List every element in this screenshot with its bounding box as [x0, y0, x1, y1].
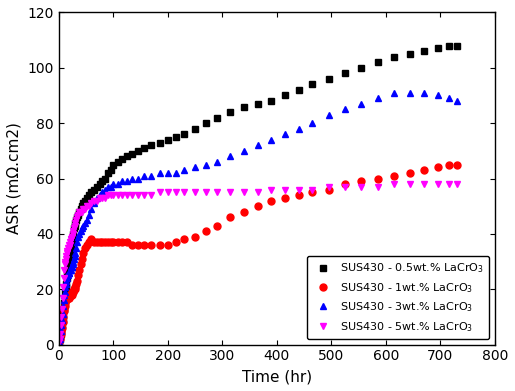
Line: SUS430 - 3wt.% LaCrO$_3$: SUS430 - 3wt.% LaCrO$_3$ [56, 89, 460, 345]
SUS430 - 5wt.% LaCrO$_3$ [454, 182, 460, 187]
SUS430 - 3wt.% LaCrO$_3$ [391, 90, 397, 95]
SUS430 - 5wt.% LaCrO$_3$ [108, 193, 114, 197]
SUS430 - 0.5wt.% LaCrO$_3$ [445, 43, 452, 48]
SUS430 - 1wt.% LaCrO$_3$ [108, 240, 114, 244]
SUS430 - 0.5wt.% LaCrO$_3$ [124, 154, 130, 159]
SUS430 - 5wt.% LaCrO$_3$ [79, 210, 85, 214]
SUS430 - 1wt.% LaCrO$_3$ [56, 339, 62, 344]
Legend: SUS430 - 0.5wt.% LaCrO$_3$, SUS430 - 1wt.% LaCrO$_3$, SUS430 - 3wt.% LaCrO$_3$, : SUS430 - 0.5wt.% LaCrO$_3$, SUS430 - 1wt… [306, 256, 489, 339]
SUS430 - 5wt.% LaCrO$_3$ [124, 193, 130, 197]
X-axis label: Time (hr): Time (hr) [242, 369, 312, 384]
SUS430 - 3wt.% LaCrO$_3$ [108, 185, 114, 189]
Line: SUS430 - 5wt.% LaCrO$_3$: SUS430 - 5wt.% LaCrO$_3$ [56, 181, 460, 345]
SUS430 - 0.5wt.% LaCrO$_3$ [141, 146, 147, 151]
SUS430 - 3wt.% LaCrO$_3$ [454, 99, 460, 103]
Line: SUS430 - 1wt.% LaCrO$_3$: SUS430 - 1wt.% LaCrO$_3$ [56, 161, 460, 345]
SUS430 - 5wt.% LaCrO$_3$ [325, 185, 332, 189]
SUS430 - 3wt.% LaCrO$_3$ [124, 179, 130, 184]
SUS430 - 3wt.% LaCrO$_3$ [56, 339, 62, 344]
SUS430 - 5wt.% LaCrO$_3$ [141, 193, 147, 197]
SUS430 - 1wt.% LaCrO$_3$ [124, 240, 130, 244]
SUS430 - 1wt.% LaCrO$_3$ [110, 240, 116, 244]
SUS430 - 0.5wt.% LaCrO$_3$ [79, 204, 85, 208]
SUS430 - 1wt.% LaCrO$_3$ [79, 256, 85, 261]
SUS430 - 5wt.% LaCrO$_3$ [391, 182, 397, 187]
SUS430 - 1wt.% LaCrO$_3$ [454, 162, 460, 167]
SUS430 - 1wt.% LaCrO$_3$ [141, 243, 147, 248]
SUS430 - 0.5wt.% LaCrO$_3$ [108, 168, 114, 172]
SUS430 - 5wt.% LaCrO$_3$ [56, 339, 62, 344]
SUS430 - 1wt.% LaCrO$_3$ [325, 187, 332, 192]
SUS430 - 0.5wt.% LaCrO$_3$ [454, 43, 460, 48]
SUS430 - 5wt.% LaCrO$_3$ [110, 193, 116, 197]
SUS430 - 3wt.% LaCrO$_3$ [79, 226, 85, 231]
SUS430 - 3wt.% LaCrO$_3$ [110, 182, 116, 187]
SUS430 - 3wt.% LaCrO$_3$ [325, 113, 332, 117]
SUS430 - 1wt.% LaCrO$_3$ [445, 162, 452, 167]
SUS430 - 0.5wt.% LaCrO$_3$ [325, 77, 332, 81]
SUS430 - 3wt.% LaCrO$_3$ [141, 174, 147, 178]
SUS430 - 0.5wt.% LaCrO$_3$ [56, 339, 62, 344]
SUS430 - 0.5wt.% LaCrO$_3$ [110, 162, 116, 167]
Line: SUS430 - 0.5wt.% LaCrO$_3$: SUS430 - 0.5wt.% LaCrO$_3$ [56, 42, 460, 345]
Y-axis label: ASR (mΩ.cm2): ASR (mΩ.cm2) [7, 123, 22, 235]
